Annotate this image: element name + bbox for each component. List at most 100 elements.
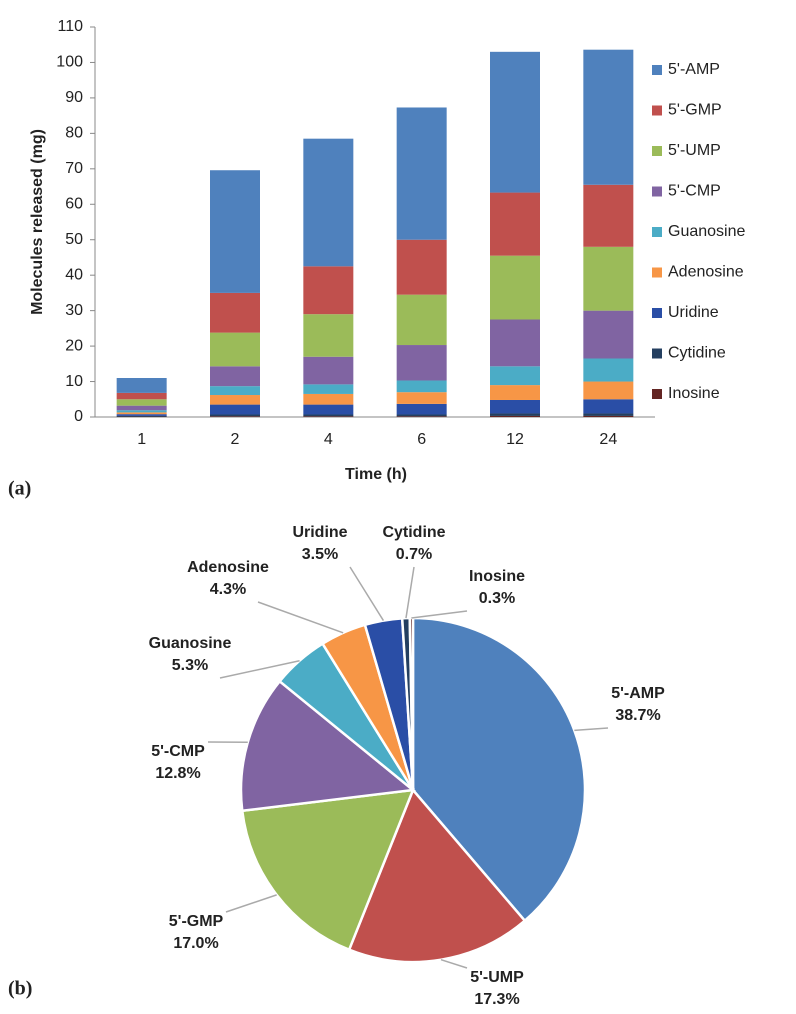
slice-name: Inosine	[469, 568, 525, 585]
bar-segment	[210, 416, 260, 417]
bar-segment	[490, 255, 540, 320]
slice-value: 38.7%	[615, 707, 660, 724]
legend-label: Uridine	[668, 304, 719, 321]
bar-segment	[583, 358, 634, 382]
bar-segment	[210, 395, 260, 405]
pie-slice	[411, 616, 587, 923]
slice-name: 5'-AMP	[611, 685, 665, 702]
slice-value: 0.3%	[479, 590, 515, 607]
leader-line	[411, 610, 468, 619]
y-tick-label: 40	[65, 266, 83, 283]
bar-segment	[396, 294, 447, 346]
bar-segment	[210, 366, 260, 387]
bar-segment	[303, 314, 354, 357]
x-tick-label: 24	[599, 431, 617, 448]
y-tick-label: 60	[65, 195, 83, 212]
x-tick-label: 4	[324, 431, 333, 448]
bar-segment	[116, 415, 167, 417]
leader-line	[257, 601, 344, 634]
slice-value: 5.3%	[172, 657, 208, 674]
legend-swatch	[652, 308, 662, 318]
x-tick-label: 6	[417, 431, 426, 448]
bar-segment	[210, 386, 260, 396]
legend-label: 5'-AMP	[668, 61, 720, 78]
y-tick-label: 100	[56, 54, 83, 71]
legend-swatch	[652, 65, 662, 75]
legend-swatch	[652, 227, 662, 237]
bar-segment	[303, 416, 354, 417]
bar-segment	[490, 385, 540, 400]
bar-segment	[490, 413, 540, 416]
leader-line	[349, 566, 385, 621]
bar-segment	[116, 412, 167, 415]
bar-segment	[396, 392, 447, 404]
slice-name: Guanosine	[149, 635, 232, 652]
pie-slice	[240, 788, 415, 952]
y-tick-label: 70	[65, 160, 83, 177]
bar-segment	[583, 246, 634, 311]
x-tick-label: 2	[231, 431, 240, 448]
bar-segment	[116, 410, 167, 413]
panel-label: (b)	[8, 978, 32, 1000]
y-tick-label: 0	[74, 408, 83, 425]
bar-segment	[583, 381, 634, 400]
x-axis-title: Time (h)	[345, 466, 407, 483]
bar-segment	[490, 192, 540, 256]
slice-value: 17.3%	[474, 991, 519, 1008]
slice-name: 5'-UMP	[470, 969, 524, 986]
y-axis-title: Molecules released (mg)	[29, 129, 46, 315]
bar-segment	[396, 345, 447, 381]
slice-name: Uridine	[292, 524, 347, 541]
legend-label: Cytidine	[668, 345, 726, 362]
bar-segment	[116, 392, 167, 400]
slice-value: 4.3%	[210, 581, 246, 598]
legend-label: 5'-GMP	[668, 102, 722, 119]
bar-segment	[396, 107, 447, 240]
slice-value: 3.5%	[302, 546, 338, 563]
pie-slice	[239, 679, 417, 813]
leader-line	[574, 727, 609, 732]
bar-segment	[116, 399, 167, 406]
legend-swatch	[652, 186, 662, 197]
slice-name: 5'-GMP	[169, 913, 224, 930]
legend-label: Guanosine	[668, 223, 745, 240]
legend-label: 5'-CMP	[668, 183, 721, 200]
bar-segment	[210, 404, 260, 415]
legend-swatch	[652, 348, 662, 359]
y-tick-label: 90	[65, 89, 83, 106]
bar-segment	[583, 310, 634, 359]
leader-line	[440, 958, 468, 969]
bar-segment	[490, 366, 540, 386]
bar-segment	[396, 416, 447, 417]
bar-segment	[210, 414, 260, 417]
legend-swatch	[652, 389, 662, 399]
slice-value: 12.8%	[155, 765, 200, 782]
bar-segment	[583, 184, 634, 247]
bar-segment	[303, 384, 354, 394]
bar-segment	[303, 404, 354, 415]
legend-label: Inosine	[668, 385, 720, 402]
slice-name: 5'-CMP	[151, 743, 205, 760]
bar-segment	[396, 380, 447, 393]
leader-line	[405, 566, 415, 619]
bar-segment	[396, 414, 447, 417]
bar-segment	[490, 399, 540, 414]
bar-segment	[210, 292, 260, 333]
bar-segment	[396, 403, 447, 415]
bar-segment	[583, 415, 634, 417]
legend-swatch	[652, 146, 662, 156]
legend-swatch	[652, 267, 662, 278]
y-tick-label: 80	[65, 125, 83, 142]
bar-segment	[116, 378, 167, 393]
legend-label: 5'-UMP	[668, 142, 721, 159]
y-tick-label: 110	[57, 18, 83, 35]
x-tick-label: 12	[506, 431, 524, 448]
leader-line	[225, 894, 277, 913]
bar-segment	[490, 415, 540, 417]
bar-segment	[583, 49, 634, 185]
bar-segment	[583, 413, 634, 416]
bar-segment	[303, 138, 354, 267]
y-tick-label: 30	[65, 302, 83, 319]
y-tick-label: 50	[65, 231, 83, 248]
leader-line	[219, 659, 300, 679]
